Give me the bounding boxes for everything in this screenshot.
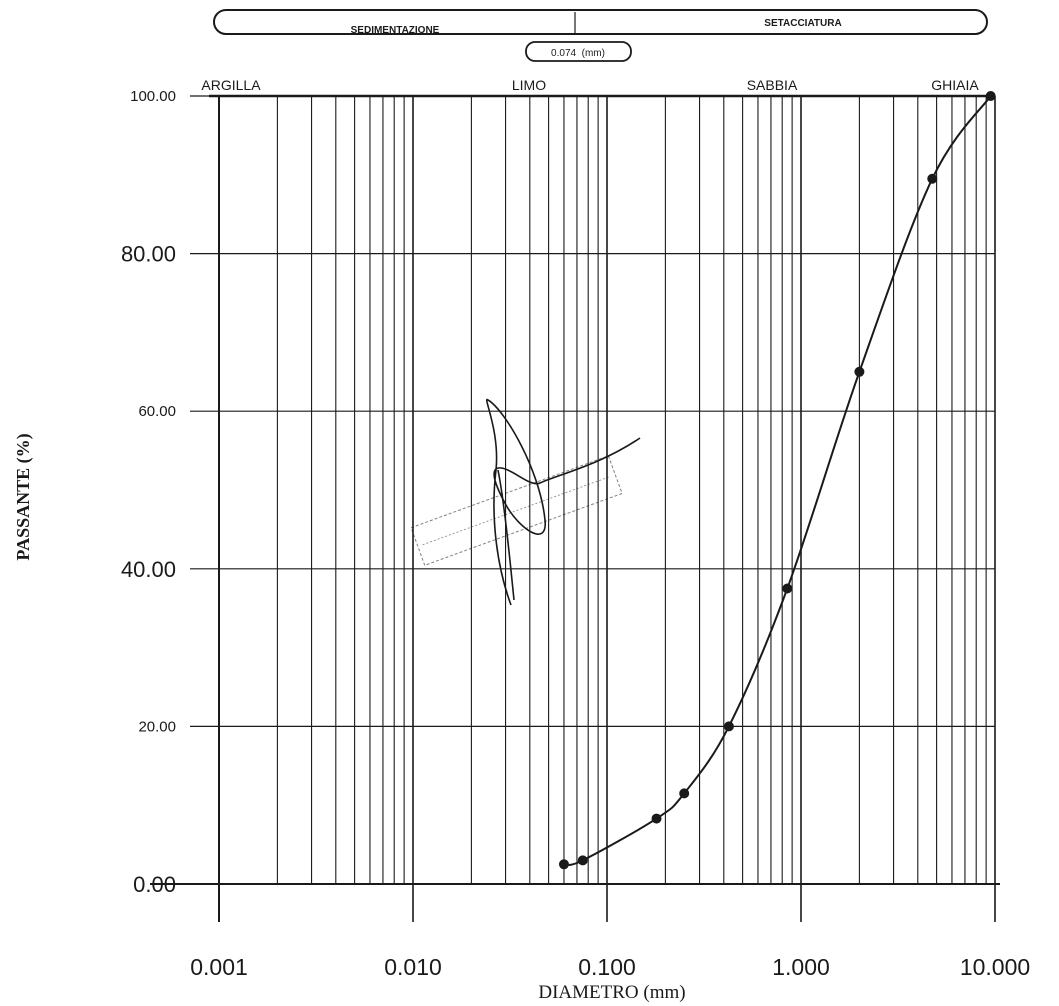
data-point [651,813,662,824]
x-tick-label: 0.001 [190,954,248,980]
data-point [782,583,793,594]
zone-label-ghiaia: GHIAIA [931,77,979,93]
sieve-limit-label: 0.074 (mm) [551,48,605,59]
series-line [563,95,992,866]
method-left-label: SEDIMENTAZIONE [351,25,440,36]
y-tick-label: 40.00 [121,557,176,582]
data-point [723,721,734,732]
y-axis-title: PASSANTE (%) [13,433,34,560]
data-point [985,91,996,101]
y-tick-label: 100.00 [130,88,176,105]
data-point [679,788,690,799]
sieve-limit-capsule [525,41,632,62]
x-tick-label: 0.100 [578,954,636,980]
zone-label-argilla: ARGILLA [201,77,261,93]
y-tick-label: 20.00 [138,718,176,735]
zone-label-limo: LIMO [512,77,546,93]
data-point [854,366,865,377]
axes: 0.00 20.00 40.00 60.00 80.00 100.00 0.001 0.010… [121,88,1030,980]
zone-label-sabbia: SABBIA [747,77,798,93]
x-tick-label: 0.010 [384,954,442,980]
method-right-label: SETACCIATURA [764,18,841,29]
stamp [410,398,641,606]
axis-labels: DIAMETRO (mm) PASSANTE (%) [13,433,686,1003]
y-tick-label: 60.00 [138,403,176,420]
data-layer [558,91,996,870]
x-tick-label: 10.000 [960,954,1030,980]
soil-zones: ARGILLA LIMO SABBIA GHIAIA [201,77,979,93]
method-capsule [213,9,988,35]
x-axis-title: DIAMETRO (mm) [538,982,685,1003]
data-point [927,173,938,184]
data-point [577,855,588,866]
grid-lines [190,95,996,884]
signature-scribble [486,398,641,606]
method-header: SEDIMENTAZIONE SETACCIATURA 0.074 (mm) [213,9,988,62]
data-point [558,859,569,870]
y-tick-label: 80.00 [121,242,176,267]
y-tick-label: 0.00 [133,872,176,897]
x-tick-label: 1.000 [772,954,830,980]
